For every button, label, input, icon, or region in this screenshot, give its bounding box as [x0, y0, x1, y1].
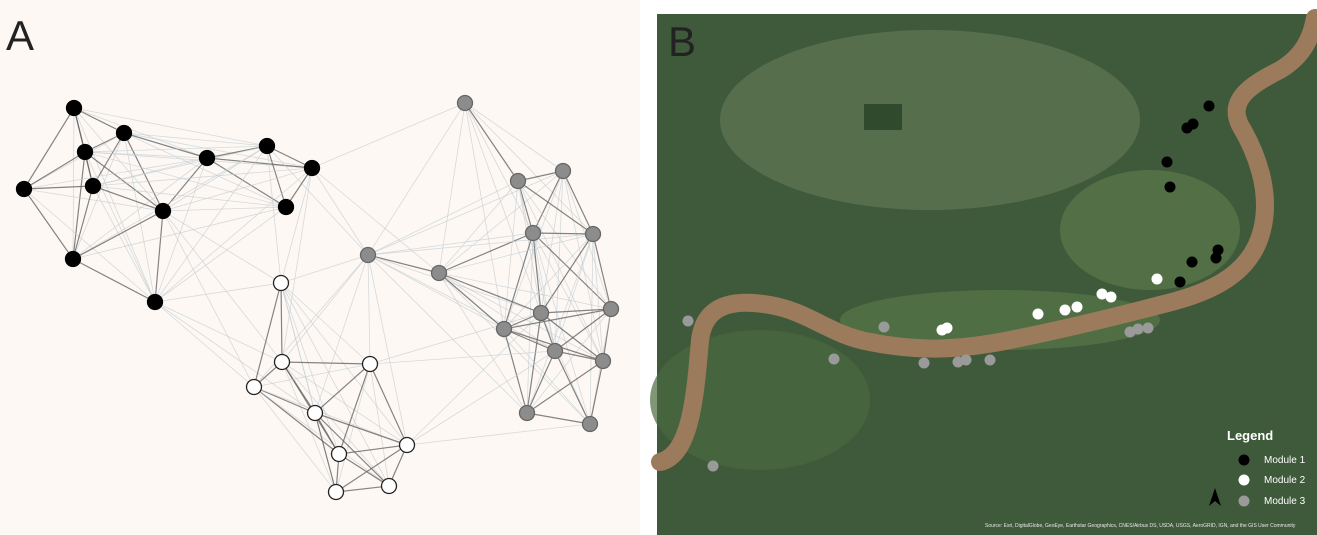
- map-point: [1106, 292, 1117, 303]
- network-node: [148, 295, 163, 310]
- network-node: [382, 479, 397, 494]
- map-point: [1152, 274, 1163, 285]
- panel-label: A: [6, 12, 34, 59]
- network-node: [260, 139, 275, 154]
- network-node: [400, 438, 415, 453]
- network-node: [548, 344, 563, 359]
- legend-swatch: [1239, 455, 1250, 466]
- network-node: [200, 151, 215, 166]
- network-node: [329, 485, 344, 500]
- map-clearing: [1060, 170, 1240, 290]
- network-node: [117, 126, 132, 141]
- network-node: [332, 447, 347, 462]
- map-point: [985, 355, 996, 366]
- network-node: [432, 266, 447, 281]
- panel-a-background: [0, 0, 640, 535]
- map-point: [1211, 253, 1222, 264]
- network-node: [556, 164, 571, 179]
- map-point: [1060, 305, 1071, 316]
- network-node: [511, 174, 526, 189]
- network-node: [361, 248, 376, 263]
- attribution: Source: Esri, DigitalGlobe, GeoEye, Eart…: [985, 523, 1296, 529]
- network-node: [458, 96, 473, 111]
- legend-entry: Module 3: [1264, 496, 1306, 507]
- legend-title: Legend: [1227, 428, 1273, 443]
- map-point: [1072, 302, 1083, 313]
- network-node: [596, 354, 611, 369]
- network-node: [604, 302, 619, 317]
- network-node: [308, 406, 323, 421]
- network-node: [78, 145, 93, 160]
- map-wetland: [720, 30, 1140, 210]
- legend-swatch: [1239, 475, 1250, 486]
- network-node: [86, 179, 101, 194]
- network-node: [156, 204, 171, 219]
- figure: A B Legend Module 1 Module 2 Module 3 So…: [0, 0, 1317, 535]
- network-node: [247, 380, 262, 395]
- map-patch: [864, 104, 902, 130]
- network-node: [66, 252, 81, 267]
- map-point: [879, 322, 890, 333]
- map-point: [1204, 101, 1215, 112]
- network-node: [363, 357, 378, 372]
- network-node: [497, 322, 512, 337]
- network-node: [534, 306, 549, 321]
- legend-entry: Module 2: [1264, 475, 1306, 486]
- network-node: [583, 417, 598, 432]
- panel-label: B: [668, 18, 696, 65]
- map-point: [1187, 257, 1198, 268]
- map-point: [961, 355, 972, 366]
- network-node: [520, 406, 535, 421]
- map-point: [708, 461, 719, 472]
- figure-canvas: A B Legend Module 1 Module 2 Module 3 So…: [0, 0, 1317, 535]
- network-node: [274, 276, 289, 291]
- network-node: [586, 227, 601, 242]
- map-point: [1175, 277, 1186, 288]
- map-point: [1165, 182, 1176, 193]
- map-point: [1143, 323, 1154, 334]
- map-point: [937, 325, 948, 336]
- map-point: [1133, 324, 1144, 335]
- network-node: [17, 182, 32, 197]
- legend-entry: Module 1: [1264, 455, 1306, 466]
- map-point: [829, 354, 840, 365]
- network-node: [67, 101, 82, 116]
- map-point: [1033, 309, 1044, 320]
- legend-swatch: [1239, 496, 1250, 507]
- network-node: [305, 161, 320, 176]
- map-point: [1162, 157, 1173, 168]
- network-node: [279, 200, 294, 215]
- map-point: [919, 358, 930, 369]
- map-point: [683, 316, 694, 327]
- map-point: [1188, 119, 1199, 130]
- network-node: [526, 226, 541, 241]
- network-node: [275, 355, 290, 370]
